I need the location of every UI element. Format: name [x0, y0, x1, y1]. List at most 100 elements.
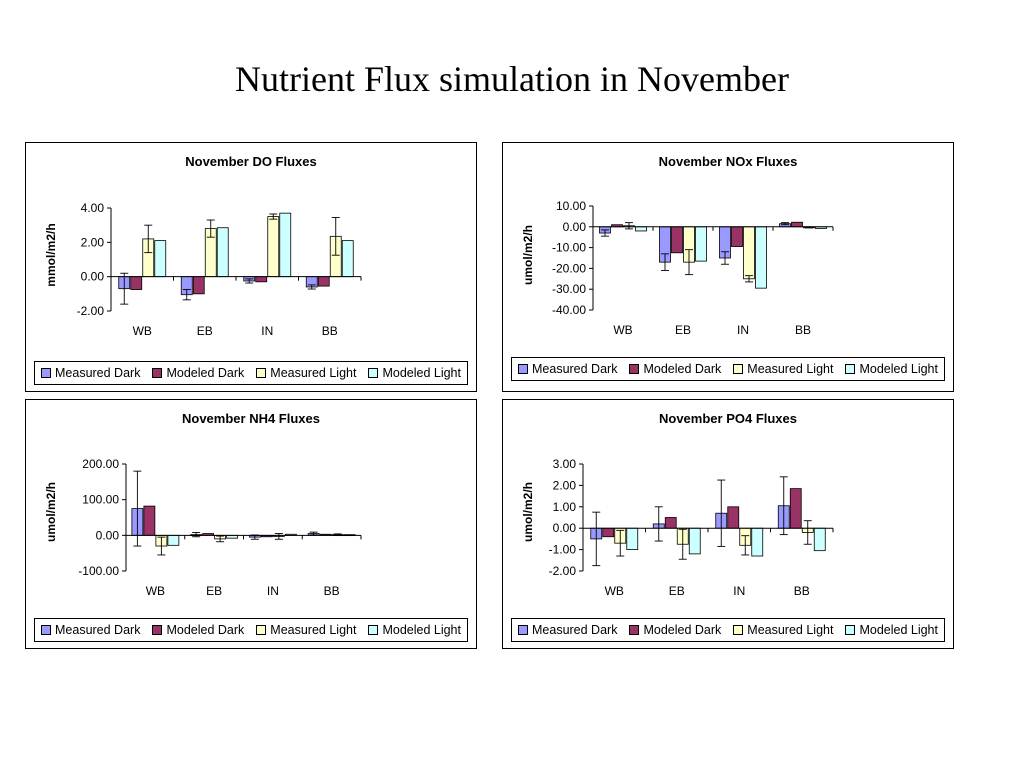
legend-swatch [41, 625, 51, 635]
legend-label: Modeled Light [382, 623, 461, 637]
bar [341, 240, 354, 278]
legend-label: Measured Light [747, 623, 834, 637]
x-tick-label: WB [146, 584, 165, 598]
x-tick-label: WB [613, 323, 632, 337]
legend-swatch [518, 364, 528, 374]
legend: Measured Dark Modeled Dark Measured Ligh… [34, 361, 468, 385]
legend-label: Modeled Light [859, 362, 938, 376]
x-tick-label: BB [322, 324, 338, 338]
legend-label: Measured Dark [532, 362, 618, 376]
bar [695, 226, 707, 262]
x-tick-label: EB [197, 324, 213, 338]
legend-item: Measured Dark [518, 362, 617, 376]
bar [602, 527, 615, 538]
legend-item: Modeled Light [368, 366, 461, 380]
y-tick-label: -100.00 [78, 564, 119, 578]
x-tick-label: WB [605, 584, 624, 598]
chart-title: November DO Fluxes [185, 154, 317, 169]
x-tick-label: BB [324, 584, 340, 598]
chart-title: November NH4 Fluxes [182, 411, 320, 426]
legend-label: Modeled Dark [643, 623, 722, 637]
legend-swatch [256, 625, 267, 635]
chart-panel-do: November DO Fluxes mmol/m2/h -2.00 0.00 2.… [25, 142, 477, 392]
legend-label: Modeled Dark [166, 623, 245, 637]
bar [279, 212, 292, 278]
y-tick-label: 1.00 [553, 500, 577, 514]
legend-label: Measured Dark [55, 366, 141, 380]
bar [727, 506, 740, 529]
bar [688, 527, 701, 555]
y-tick-label: -1.00 [549, 543, 577, 557]
x-tick-label: IN [267, 584, 279, 598]
legend-swatch [518, 625, 528, 635]
chart-plot: -40.00 -30.00 -20.00 -10.00 0.00 10.00 WB EB IN B… [552, 199, 834, 337]
legend-item: Modeled Light [368, 623, 461, 637]
x-tick-label: BB [795, 323, 811, 337]
legend: Measured Dark Modeled Dark Measured Ligh… [511, 618, 945, 642]
y-tick-label: 2.00 [553, 478, 577, 492]
y-tick-label: 0.00 [96, 528, 120, 542]
legend: Measured Dark Modeled Dark Measured Ligh… [34, 618, 468, 642]
legend-label: Measured Light [747, 362, 834, 376]
legend-item: Measured Light [733, 362, 833, 376]
legend-swatch [368, 625, 379, 635]
bar [671, 226, 683, 254]
y-tick-label: 0.00 [563, 220, 587, 234]
bar [755, 226, 767, 289]
legend-label: Measured Light [270, 366, 357, 380]
bar [813, 527, 826, 552]
legend-swatch [733, 625, 744, 635]
legend-item: Modeled Dark [152, 366, 244, 380]
chart-title: November NOx Fluxes [658, 154, 798, 169]
bar [267, 216, 280, 278]
bar [154, 240, 167, 278]
legend-swatch [256, 368, 267, 378]
legend-label: Modeled Light [859, 623, 938, 637]
chart-panel-nox: November NOx Fluxes umol/m2/h -40.00 -30.… [502, 142, 954, 392]
legend-item: Measured Light [256, 366, 356, 380]
y-tick-label: 4.00 [81, 201, 105, 215]
bar [255, 276, 268, 283]
legend-swatch [368, 368, 379, 378]
y-tick-label: -2.00 [549, 564, 577, 578]
legend-item: Modeled Dark [629, 362, 721, 376]
y-tick-label: 0.00 [81, 270, 105, 284]
bar [664, 517, 677, 529]
x-tick-label: WB [133, 324, 152, 338]
bar [743, 226, 755, 280]
page-title: Nutrient Flux simulation in November [235, 59, 789, 99]
x-tick-label: EB [675, 323, 691, 337]
chart-title: November PO4 Fluxes [659, 411, 797, 426]
y-tick-label: 100.00 [82, 493, 119, 507]
bar [317, 276, 330, 287]
legend-label: Modeled Light [382, 366, 461, 380]
x-tick-label: EB [669, 584, 685, 598]
chart-plot: -2.00 -1.00 0.00 1.00 2.00 3.00 WB EB IN BB [549, 457, 834, 598]
legend-item: Measured Dark [518, 623, 617, 637]
legend-label: Measured Light [270, 623, 357, 637]
legend-item: Modeled Light [845, 362, 938, 376]
bar [751, 527, 764, 557]
legend-swatch [629, 625, 640, 635]
bar [791, 221, 803, 228]
y-tick-label: 10.00 [556, 199, 586, 213]
legend-label: Measured Dark [532, 623, 618, 637]
x-tick-label: EB [206, 584, 222, 598]
bar [731, 226, 743, 247]
y-tick-label: 2.00 [81, 235, 105, 249]
legend-swatch [152, 368, 163, 378]
chart-panel-nh4: November NH4 Fluxes umol/m2/h -100.00 0.0… [25, 399, 477, 649]
legend-swatch [152, 625, 163, 635]
x-tick-label: IN [733, 584, 745, 598]
legend: Measured Dark Modeled Dark Measured Ligh… [511, 357, 945, 381]
bar [167, 534, 180, 546]
bar [130, 276, 143, 290]
bar [789, 488, 802, 529]
legend-item: Measured Dark [41, 623, 140, 637]
legend-swatch [845, 364, 856, 374]
y-tick-label: 0.00 [553, 521, 577, 535]
legend-label: Modeled Dark [643, 362, 722, 376]
x-tick-label: BB [794, 584, 810, 598]
legend-swatch [845, 625, 856, 635]
bar [216, 227, 229, 278]
